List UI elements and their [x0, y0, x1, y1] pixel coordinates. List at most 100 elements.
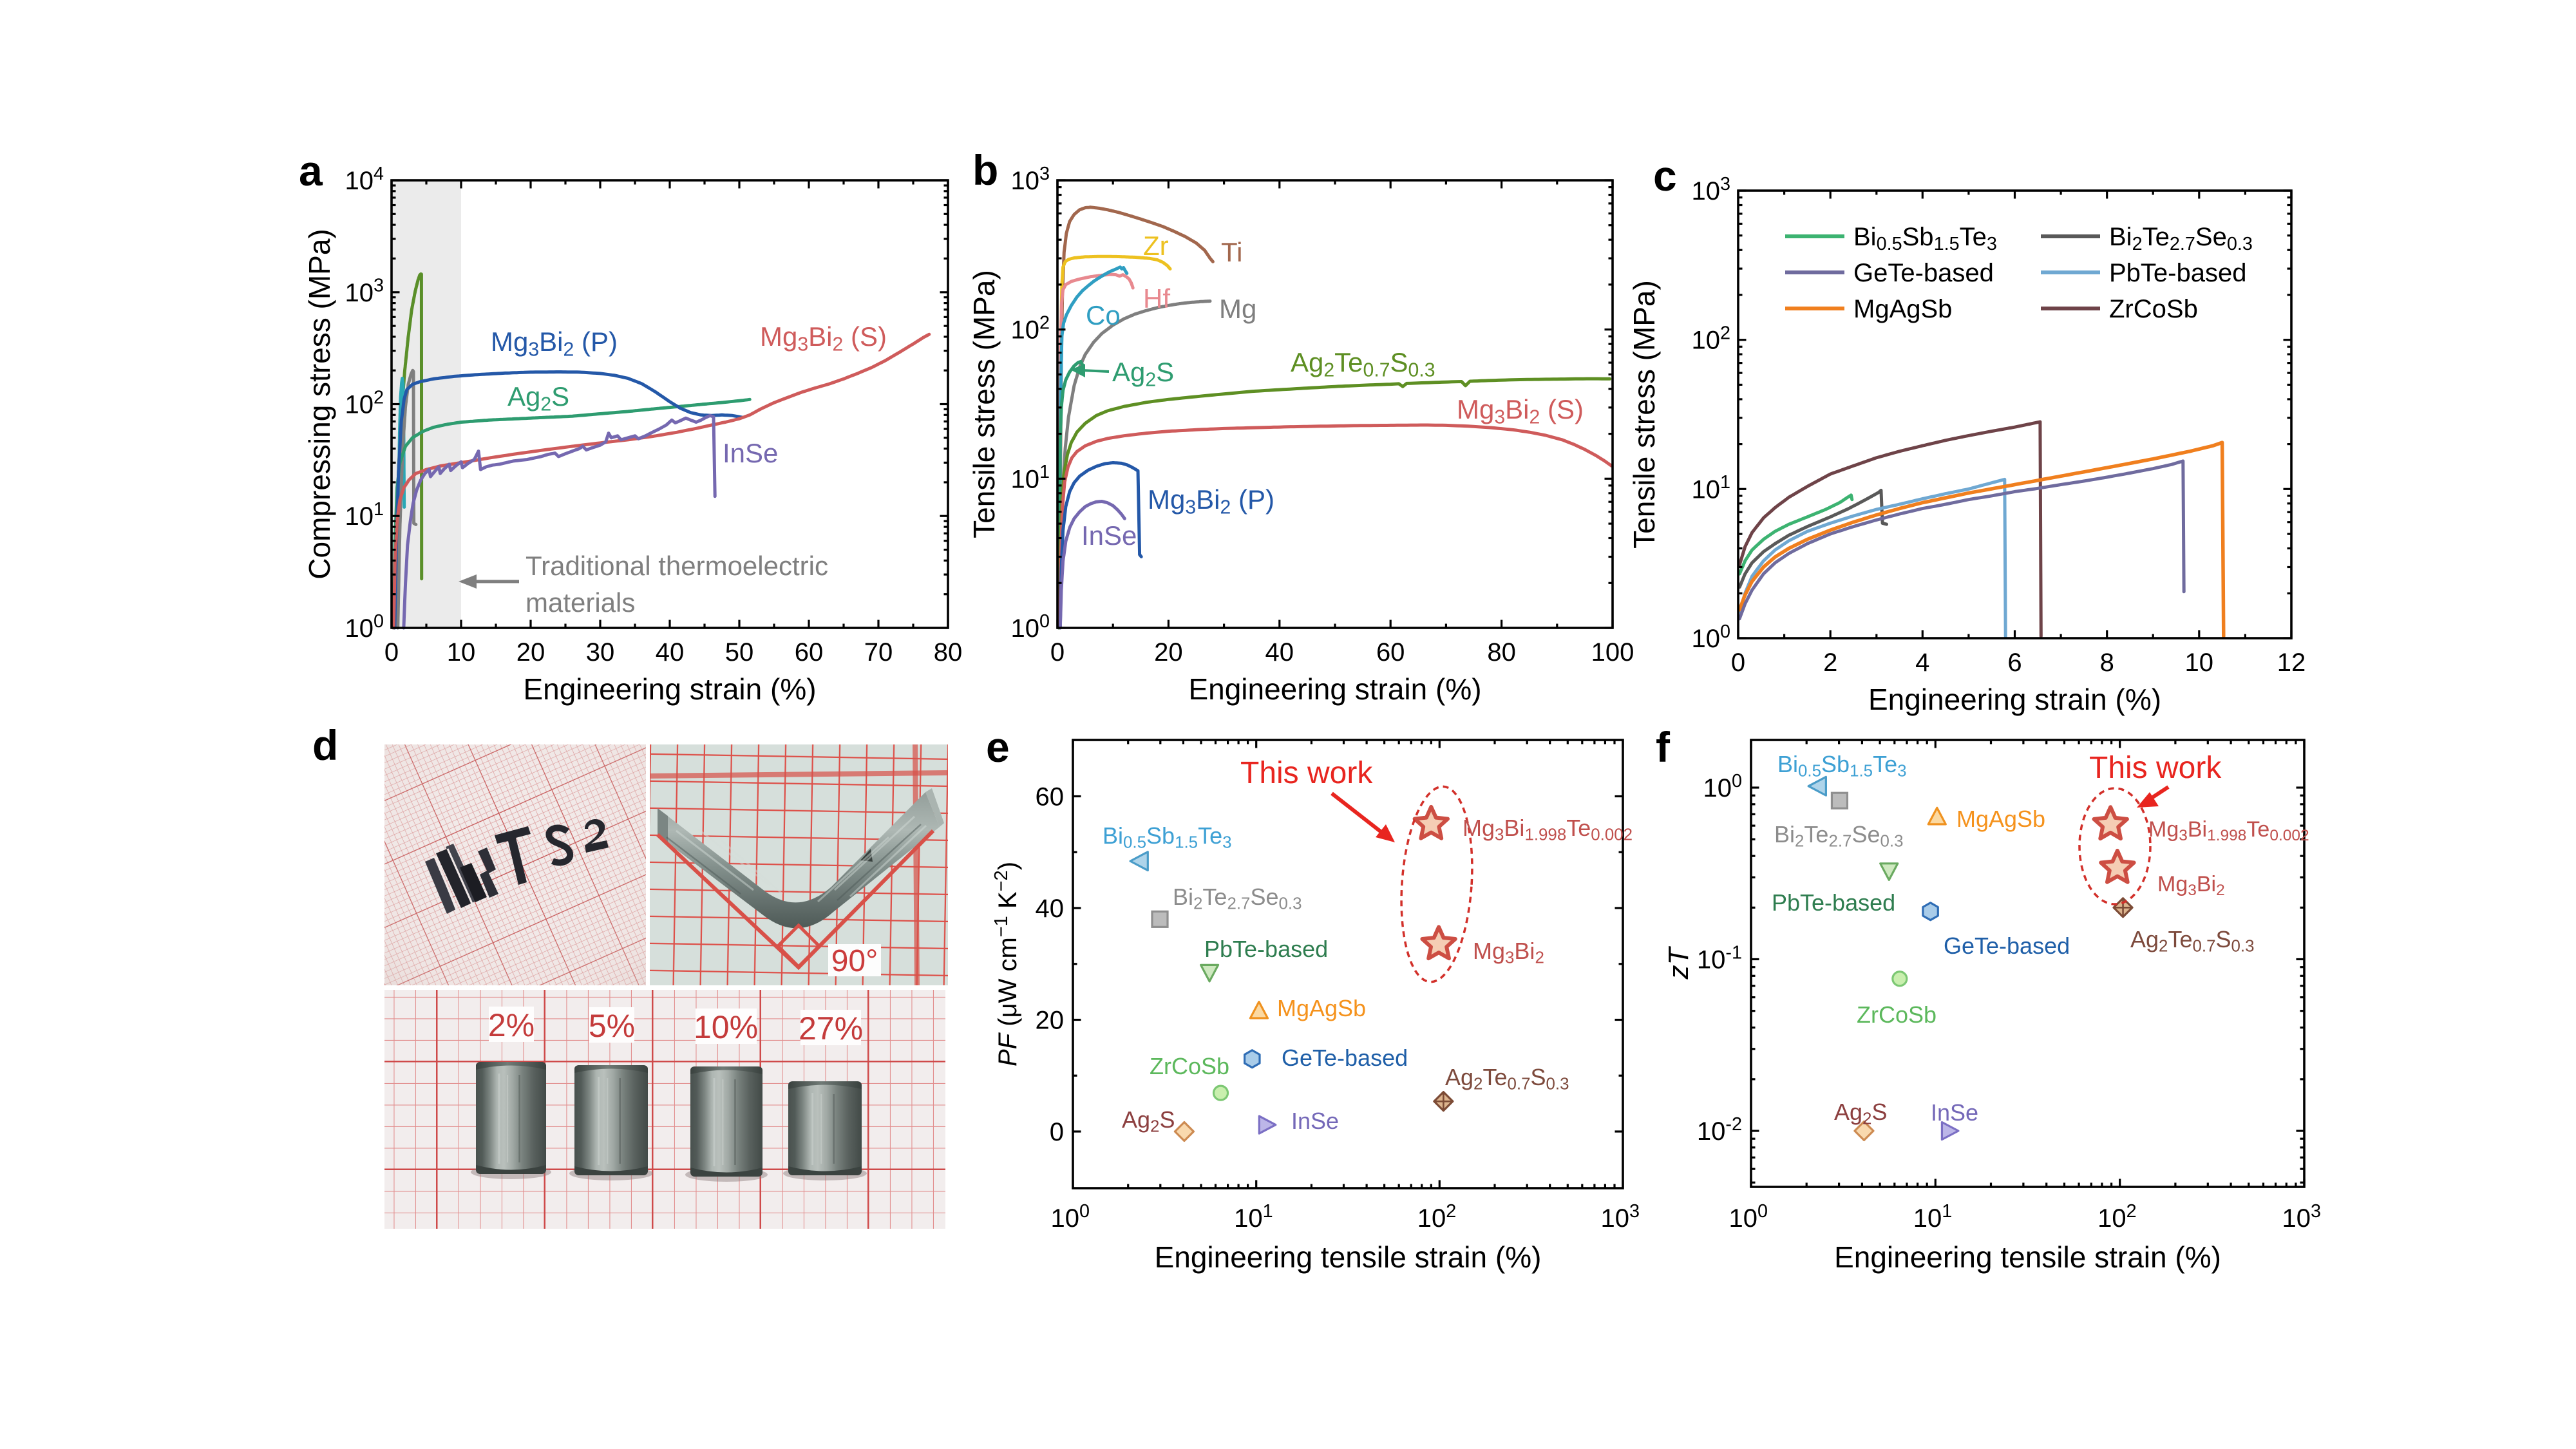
svg-text:zT: zT — [1663, 945, 1694, 980]
svg-text:101: 101 — [1010, 462, 1050, 493]
svg-text:InSe: InSe — [723, 438, 778, 468]
svg-text:103: 103 — [2282, 1201, 2321, 1233]
svg-text:100: 100 — [1728, 1201, 1768, 1233]
svg-text:PbTe-based: PbTe-based — [1204, 936, 1328, 962]
svg-text:This work: This work — [2089, 751, 2222, 785]
svg-text:102: 102 — [1417, 1201, 1457, 1233]
svg-text:GeTe-based: GeTe-based — [1853, 259, 1994, 287]
svg-text:GeTe-based: GeTe-based — [1282, 1045, 1408, 1071]
svg-text:GeTe-based: GeTe-based — [1944, 933, 2070, 959]
svg-text:c: c — [1653, 152, 1677, 200]
svg-text:f: f — [1656, 723, 1671, 771]
svg-text:PbTe-based: PbTe-based — [2109, 259, 2246, 287]
svg-text:50: 50 — [725, 638, 754, 667]
svg-text:103: 103 — [1691, 174, 1730, 205]
svg-text:Mg3Bi2 (P): Mg3Bi2 (P) — [1148, 484, 1274, 518]
svg-text:100: 100 — [1691, 621, 1730, 653]
svg-text:10: 10 — [447, 638, 476, 667]
svg-text:0: 0 — [1050, 638, 1065, 667]
svg-text:Mg3Bi2: Mg3Bi2 — [1473, 938, 1544, 967]
svg-text:Ti: Ti — [1221, 237, 1242, 267]
svg-text:Co: Co — [1086, 300, 1121, 330]
svg-text:ZrCoSb: ZrCoSb — [1857, 1001, 1937, 1028]
svg-text:InSe: InSe — [1291, 1108, 1339, 1134]
svg-text:20: 20 — [1036, 1007, 1065, 1035]
svg-text:Engineering tensile strain (%): Engineering tensile strain (%) — [1834, 1240, 2221, 1274]
svg-text:27%: 27% — [799, 1010, 863, 1046]
svg-text:MgAgSb: MgAgSb — [1956, 806, 2045, 832]
svg-text:MgAgSb: MgAgSb — [1853, 295, 1952, 323]
svg-text:103: 103 — [1010, 164, 1050, 195]
svg-text:Mg3Bi2 (S): Mg3Bi2 (S) — [760, 321, 887, 355]
svg-text:ZrCoSb: ZrCoSb — [1150, 1053, 1229, 1079]
svg-text:Bi0.5Sb1.5Te3: Bi0.5Sb1.5Te3 — [1777, 751, 1907, 781]
svg-text:Bi0.5Sb1.5Te3: Bi0.5Sb1.5Te3 — [1853, 223, 1997, 254]
svg-text:Ag2Te0.7S0.3: Ag2Te0.7S0.3 — [1445, 1064, 1569, 1094]
svg-text:101: 101 — [1913, 1201, 1953, 1233]
svg-text:Ag2Te0.7S0.3: Ag2Te0.7S0.3 — [1291, 347, 1435, 381]
svg-text:PbTe-based: PbTe-based — [1772, 889, 1895, 916]
svg-text:20: 20 — [516, 638, 545, 667]
svg-text:10-2: 10-2 — [1697, 1114, 1742, 1146]
svg-text:Traditional thermoelectric: Traditional thermoelectric — [526, 551, 828, 581]
svg-text:100: 100 — [345, 611, 384, 643]
svg-text:Engineering tensile strain (%): Engineering tensile strain (%) — [1155, 1240, 1542, 1274]
svg-text:40: 40 — [1265, 638, 1294, 667]
svg-text:Engineering strain (%): Engineering strain (%) — [523, 672, 816, 706]
svg-text:102: 102 — [1010, 313, 1050, 345]
svg-text:12: 12 — [2277, 649, 2306, 677]
svg-text:PF (μW cm−1 K−2): PF (μW cm−1 K−2) — [991, 862, 1022, 1066]
svg-text:4: 4 — [1915, 649, 1929, 677]
svg-text:Mg: Mg — [1219, 294, 1256, 324]
svg-text:2: 2 — [1823, 649, 1837, 677]
svg-text:80: 80 — [934, 638, 963, 667]
svg-text:90°: 90° — [831, 944, 878, 978]
svg-text:101: 101 — [345, 499, 384, 531]
svg-text:5%: 5% — [589, 1008, 635, 1044]
svg-text:6: 6 — [2007, 649, 2022, 677]
svg-text:Mg3Bi1.998Te0.002: Mg3Bi1.998Te0.002 — [2148, 817, 2309, 844]
svg-text:104: 104 — [345, 164, 384, 195]
svg-text:Hf: Hf — [1143, 283, 1170, 314]
svg-text:102: 102 — [345, 387, 384, 419]
svg-text:70: 70 — [864, 638, 893, 667]
svg-text:Engineering strain (%): Engineering strain (%) — [1188, 672, 1481, 706]
svg-text:102: 102 — [1691, 323, 1730, 355]
svg-text:30: 30 — [586, 638, 615, 667]
svg-text:Mg3Bi1.998Te0.002: Mg3Bi1.998Te0.002 — [1463, 815, 1633, 844]
svg-text:20: 20 — [1154, 638, 1183, 667]
svg-text:8: 8 — [2100, 649, 2114, 677]
svg-text:b: b — [972, 146, 998, 194]
svg-text:Ag2S: Ag2S — [507, 381, 569, 415]
svg-text:Bi2Te2.7Se0.3: Bi2Te2.7Se0.3 — [1774, 821, 1904, 851]
svg-text:10%: 10% — [694, 1009, 758, 1045]
svg-text:ZrCoSb: ZrCoSb — [2109, 295, 2198, 323]
svg-text:Engineering strain (%): Engineering strain (%) — [1868, 683, 2161, 716]
svg-text:materials: materials — [526, 587, 635, 618]
svg-text:80: 80 — [1487, 638, 1516, 667]
svg-text:Compressing stress (MPa): Compressing stress (MPa) — [303, 229, 336, 579]
svg-text:0: 0 — [1050, 1118, 1064, 1146]
svg-text:Mg3Bi2 (S): Mg3Bi2 (S) — [1457, 394, 1584, 428]
svg-text:Mg3Bi2 (P): Mg3Bi2 (P) — [491, 327, 618, 361]
svg-text:Ag2S: Ag2S — [1834, 1099, 1887, 1128]
svg-text:Zr: Zr — [1143, 231, 1169, 261]
svg-text:MgAgSb: MgAgSb — [1277, 995, 1366, 1021]
svg-text:100: 100 — [1050, 1201, 1090, 1233]
svg-text:103: 103 — [345, 276, 384, 307]
svg-text:103: 103 — [1600, 1201, 1640, 1233]
svg-text:0: 0 — [1731, 649, 1745, 677]
svg-text:a: a — [299, 147, 323, 194]
svg-text:Bi0.5Sb1.5Te3: Bi0.5Sb1.5Te3 — [1103, 822, 1232, 852]
svg-text:101: 101 — [1691, 472, 1730, 504]
svg-text:40: 40 — [656, 638, 685, 667]
svg-text:Ag2S: Ag2S — [1112, 357, 1174, 391]
svg-text:0: 0 — [384, 638, 399, 667]
svg-text:101: 101 — [1234, 1201, 1273, 1233]
svg-text:100: 100 — [1010, 611, 1050, 643]
svg-text:This work: This work — [1240, 756, 1373, 790]
svg-text:100: 100 — [1591, 638, 1634, 667]
svg-text:d: d — [312, 721, 338, 769]
svg-text:2%: 2% — [488, 1007, 535, 1043]
svg-text:102: 102 — [2098, 1201, 2137, 1233]
